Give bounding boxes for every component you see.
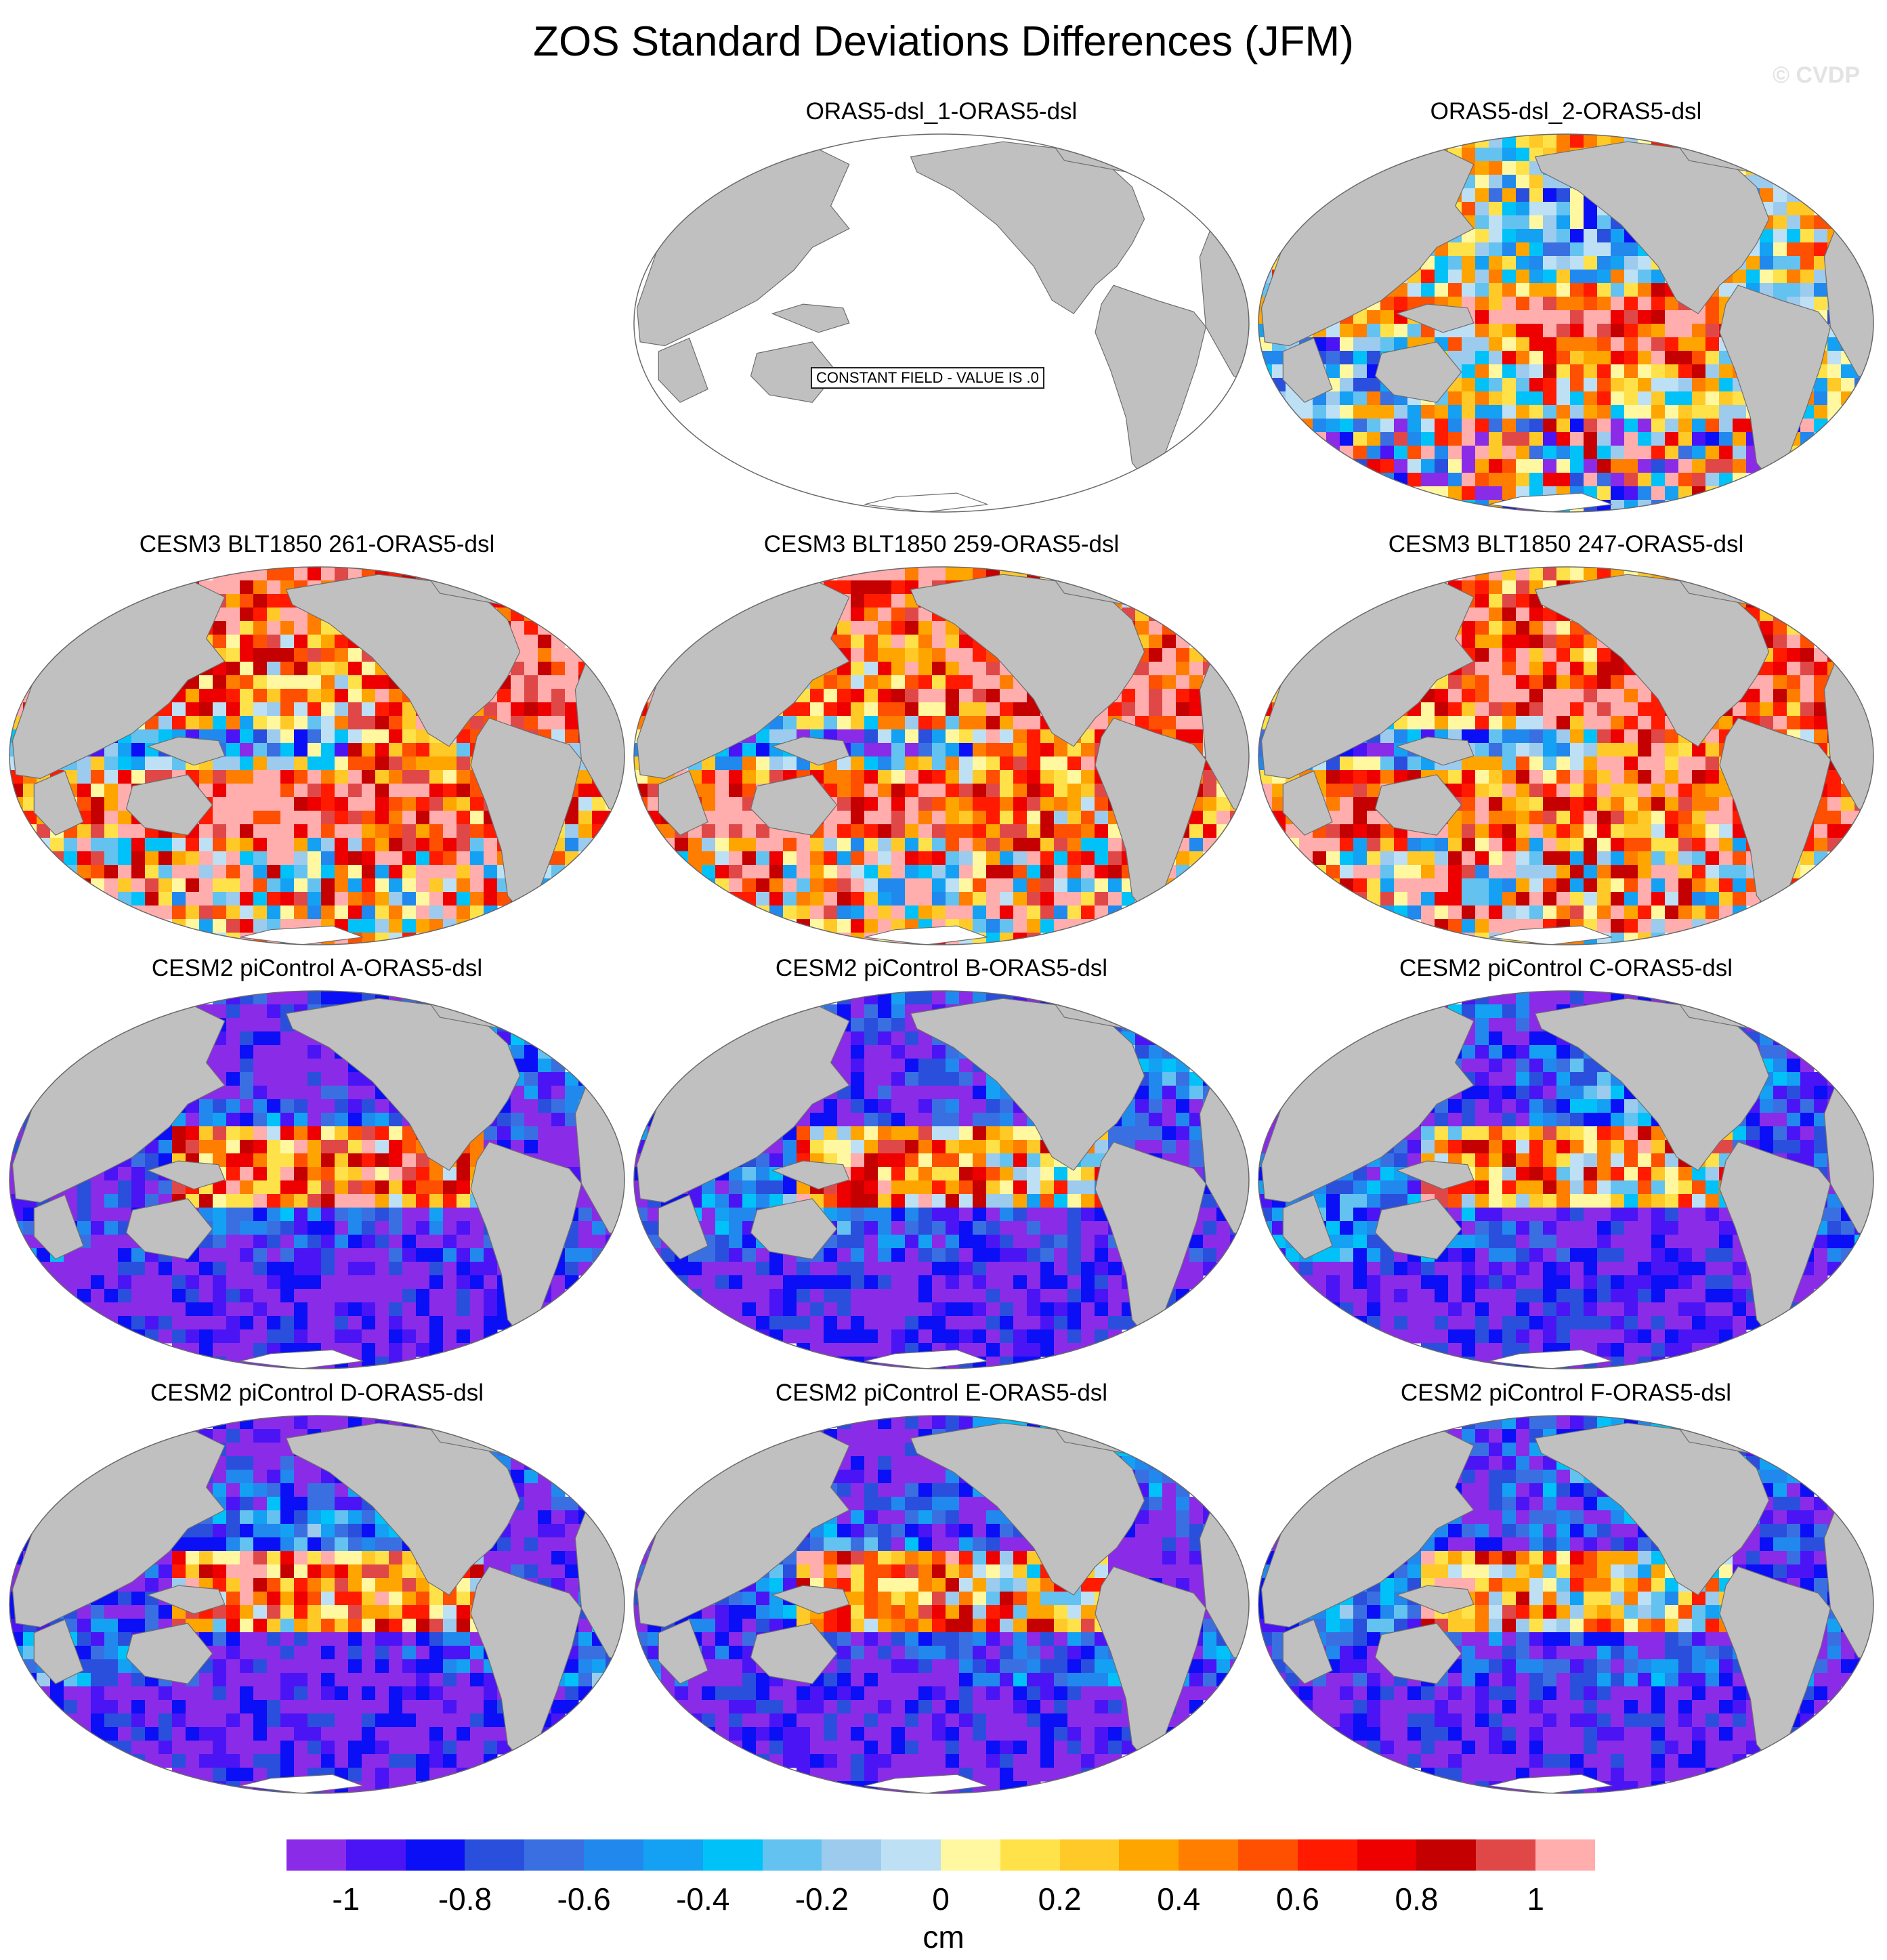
panel-title: CESM2 piControl E-ORAS5-dsl	[775, 1380, 1108, 1406]
colorbar-swatch	[1416, 1839, 1477, 1871]
map-panel-9: CESM2 piControl E-ORAS5-dsl	[630, 1378, 1253, 1797]
panel-title: CESM2 piControl C-ORAS5-dsl	[1399, 955, 1733, 981]
land-masses	[636, 992, 1249, 1369]
world-map	[633, 566, 1250, 945]
world-map	[1258, 133, 1874, 513]
world-map	[633, 1415, 1250, 1794]
colorbar-tick-label: 0.6	[1275, 1881, 1319, 1917]
colorbar-tick-label: -0.6	[557, 1881, 611, 1917]
colorbar-tick-label: -0.2	[794, 1881, 849, 1917]
colorbar-swatch	[822, 1839, 882, 1871]
world-map	[9, 566, 625, 945]
land-masses	[1260, 135, 1873, 512]
panel-title: CESM2 piControl A-ORAS5-dsl	[151, 955, 483, 981]
colorbar-swatch	[881, 1839, 941, 1871]
colorbar-tick-label: 0	[932, 1881, 950, 1917]
colorbar-tick-label: -0.8	[438, 1881, 492, 1917]
colorbar-unit: cm	[923, 1919, 964, 1955]
colorbar-swatch	[465, 1839, 525, 1871]
map-panel-6: CESM2 piControl B-ORAS5-dsl	[630, 953, 1253, 1373]
colorbar-swatch	[643, 1839, 703, 1871]
panel-title: CESM2 piControl B-ORAS5-dsl	[775, 955, 1108, 981]
world-map	[1258, 990, 1874, 1369]
colorbar-tick-label: 0.8	[1395, 1881, 1439, 1917]
colorbar-swatch	[405, 1839, 465, 1871]
colorbar-swatch	[1535, 1839, 1595, 1871]
colorbar-tick-label: 0.4	[1157, 1881, 1201, 1917]
colorbar-swatch	[1297, 1839, 1357, 1871]
panel-title: CESM3 BLT1850 247-ORAS5-dsl	[1388, 531, 1744, 557]
colorbar-swatch	[1059, 1839, 1120, 1871]
colorbar-swatch	[1357, 1839, 1417, 1871]
constant-field-label: CONSTANT FIELD - VALUE IS .0	[811, 367, 1044, 389]
map-panel-8: CESM2 piControl D-ORAS5-dsl	[5, 1378, 629, 1797]
colorbar-swatch	[524, 1839, 585, 1871]
map-panel-2: CESM3 BLT1850 261-ORAS5-dsl	[5, 529, 629, 949]
colorbar-swatch	[940, 1839, 1000, 1871]
colorbar-swatch	[287, 1839, 346, 1871]
map-panel-1: ORAS5-dsl_2-ORAS5-dsl	[1254, 96, 1878, 516]
colorbar-swatch	[1238, 1839, 1298, 1871]
world-map	[633, 133, 1250, 513]
watermark: © CVDP	[1773, 62, 1860, 88]
world-map	[633, 990, 1250, 1369]
land-masses	[636, 1417, 1249, 1793]
land-masses	[1260, 1417, 1873, 1793]
map-panel-5: CESM2 piControl A-ORAS5-dsl	[5, 953, 629, 1373]
colorbar-swatch	[762, 1839, 822, 1871]
map-panel-3: CESM3 BLT1850 259-ORAS5-dsl	[630, 529, 1253, 949]
world-map	[9, 1415, 625, 1794]
panel-title: ORAS5-dsl_1-ORAS5-dsl	[805, 98, 1078, 125]
colorbar-swatch	[1179, 1839, 1238, 1871]
world-map	[1258, 1415, 1874, 1794]
map-panel-0: ORAS5-dsl_1-ORAS5-dsl CONSTANT FIELD - V…	[630, 96, 1253, 516]
land-masses	[12, 568, 624, 945]
colorbar-swatch	[1000, 1839, 1060, 1871]
colorbar-tick-label: 1	[1527, 1881, 1544, 1917]
colorbar-swatch	[1476, 1839, 1536, 1871]
land-masses	[1260, 992, 1873, 1369]
panel-title: CESM2 piControl F-ORAS5-dsl	[1400, 1380, 1732, 1406]
map-panel-10: CESM2 piControl F-ORAS5-dsl	[1254, 1378, 1878, 1797]
panel-title: ORAS5-dsl_2-ORAS5-dsl	[1430, 98, 1702, 125]
colorbar-swatch	[702, 1839, 763, 1871]
colorbar-swatch	[345, 1839, 406, 1871]
colorbar-swatch	[1119, 1839, 1179, 1871]
world-map	[9, 990, 625, 1369]
colorbar-tick-label: -0.4	[676, 1881, 730, 1917]
colorbar-tick-label: 0.2	[1038, 1881, 1082, 1917]
map-panel-7: CESM2 piControl C-ORAS5-dsl	[1254, 953, 1878, 1373]
world-map	[1258, 566, 1874, 945]
map-panel-4: CESM3 BLT1850 247-ORAS5-dsl	[1254, 529, 1878, 949]
panel-title: CESM3 BLT1850 259-ORAS5-dsl	[763, 531, 1120, 557]
colorbar	[287, 1839, 1595, 1871]
panel-title: CESM3 BLT1850 261-ORAS5-dsl	[139, 531, 495, 557]
colorbar-tick-label: -1	[332, 1881, 360, 1917]
panel-title: CESM2 piControl D-ORAS5-dsl	[150, 1380, 484, 1406]
colorbar-swatch	[584, 1839, 643, 1871]
figure-title: ZOS Standard Deviations Differences (JFM…	[533, 18, 1354, 65]
